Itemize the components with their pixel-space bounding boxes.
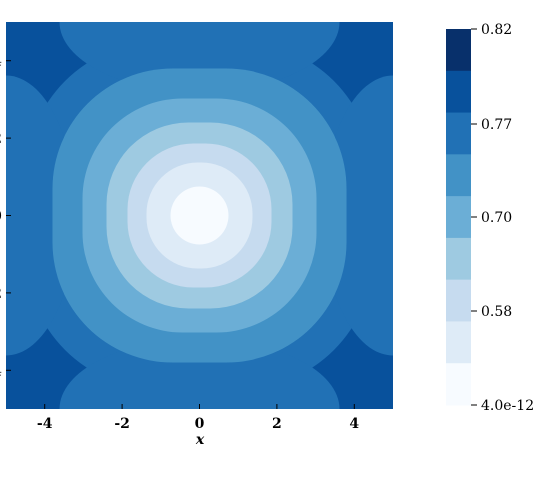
x-axis-ticks: -4 -2 0 2 4 — [37, 404, 359, 432]
y-tick-label: 4 — [0, 54, 2, 70]
x-tick-label: 2 — [272, 416, 282, 432]
colorbar-band — [446, 363, 471, 406]
colorbar-band — [446, 154, 471, 197]
contour-bands — [6, 22, 393, 409]
colorbar-tick-label: 0.70 — [481, 210, 512, 226]
y-tick-label: 4 — [0, 363, 2, 379]
colorbar-band — [446, 29, 471, 72]
x-tick-label: -4 — [37, 416, 53, 432]
colorbar: 0.82 0.77 0.70 0.58 4.0e-12 — [446, 22, 534, 414]
y-tick-label: 2 — [0, 286, 2, 302]
colorbar-tick-label: 0.58 — [481, 304, 512, 320]
colorbar-band — [446, 279, 471, 322]
colorbar-tick-label: 4.0e-12 — [481, 398, 534, 414]
contour-band-lobe — [59, 339, 340, 409]
y-axis-ticks: 4 2 0 2 4 — [0, 54, 11, 379]
y-tick-label: 0 — [0, 209, 2, 225]
colorbar-band — [446, 196, 471, 239]
contour-band-lobe — [6, 75, 76, 356]
y-tick-label: 2 — [0, 131, 2, 147]
contour-band-lobe — [59, 22, 340, 92]
colorbar-tick-label: 0.77 — [481, 117, 512, 133]
colorbar-tick-label: 0.82 — [481, 22, 512, 38]
colorbar-band — [446, 321, 471, 364]
colorbar-band — [446, 70, 471, 114]
x-axis-label: x — [195, 432, 205, 448]
contour-band-lobe — [323, 75, 393, 356]
contour-band — [170, 186, 229, 245]
colorbar-band — [446, 237, 471, 281]
x-tick-label: -2 — [114, 416, 130, 432]
x-tick-label: 4 — [349, 416, 359, 432]
x-tick-label: 0 — [195, 416, 205, 432]
colorbar-band — [446, 112, 471, 155]
